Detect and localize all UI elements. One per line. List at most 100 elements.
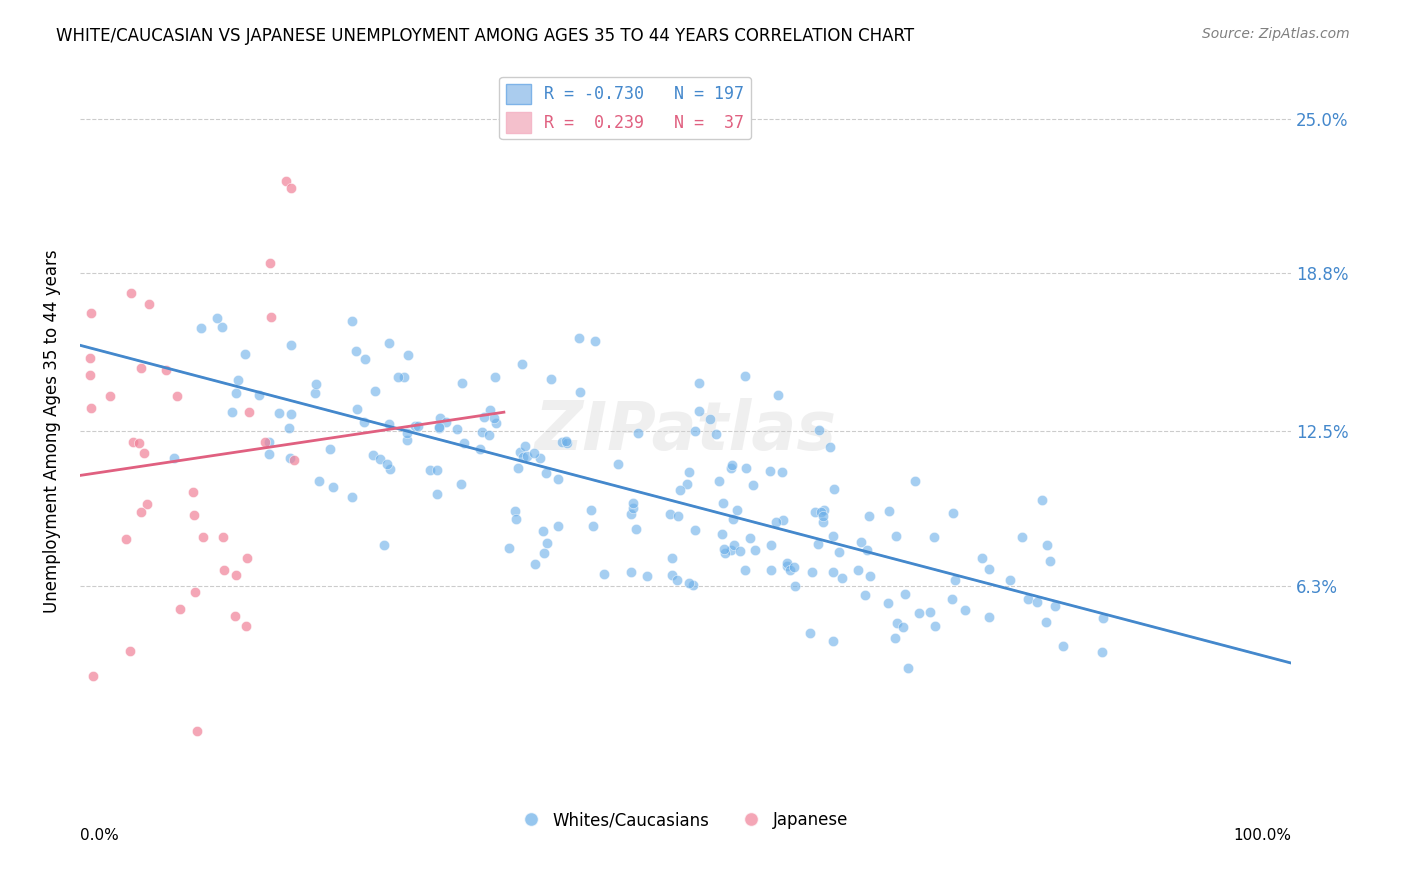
Japanese xyxy=(79,351,101,365)
Whites/Caucasians xyxy=(772,513,794,527)
Whites/Caucasians xyxy=(624,522,647,536)
Whites/Caucasians xyxy=(1036,537,1059,551)
Whites/Caucasians xyxy=(721,458,744,473)
Whites/Caucasians xyxy=(361,448,384,462)
Whites/Caucasians xyxy=(396,425,419,440)
Whites/Caucasians xyxy=(783,579,806,593)
Whites/Caucasians xyxy=(723,511,745,525)
Japanese xyxy=(120,286,142,301)
Whites/Caucasians xyxy=(221,405,243,419)
Whites/Caucasians xyxy=(979,610,1001,624)
Whites/Caucasians xyxy=(759,539,782,553)
Whites/Caucasians xyxy=(427,421,450,435)
Whites/Caucasians xyxy=(340,314,363,328)
Japanese xyxy=(212,530,235,544)
Whites/Caucasians xyxy=(278,451,301,466)
Japanese xyxy=(114,532,136,546)
Whites/Caucasians xyxy=(713,546,735,560)
Japanese xyxy=(82,668,104,682)
Whites/Caucasians xyxy=(859,569,882,583)
Whites/Caucasians xyxy=(779,563,801,577)
Japanese xyxy=(225,568,247,582)
Whites/Caucasians xyxy=(267,406,290,420)
Whites/Caucasians xyxy=(569,384,592,399)
Japanese xyxy=(135,497,157,511)
Whites/Caucasians xyxy=(508,460,530,475)
Whites/Caucasians xyxy=(211,319,233,334)
Whites/Caucasians xyxy=(904,474,927,488)
Whites/Caucasians xyxy=(720,542,742,557)
Whites/Caucasians xyxy=(533,546,555,560)
Whites/Caucasians xyxy=(505,512,527,526)
Whites/Caucasians xyxy=(661,568,683,582)
Text: WHITE/CAUCASIAN VS JAPANESE UNEMPLOYMENT AMONG AGES 35 TO 44 YEARS CORRELATION C: WHITE/CAUCASIAN VS JAPANESE UNEMPLOYMENT… xyxy=(56,27,914,45)
Whites/Caucasians xyxy=(512,450,534,464)
Whites/Caucasians xyxy=(471,425,494,439)
Whites/Caucasians xyxy=(579,502,602,516)
Whites/Caucasians xyxy=(1091,645,1114,659)
Japanese xyxy=(166,389,188,403)
Whites/Caucasians xyxy=(720,460,742,475)
Whites/Caucasians xyxy=(472,409,495,424)
Japanese xyxy=(274,174,297,188)
Whites/Caucasians xyxy=(818,440,841,454)
Whites/Caucasians xyxy=(1031,492,1053,507)
Japanese xyxy=(235,619,257,633)
Whites/Caucasians xyxy=(823,634,845,648)
Whites/Caucasians xyxy=(257,447,280,461)
Whites/Caucasians xyxy=(470,442,492,457)
Japanese xyxy=(132,446,155,460)
Whites/Caucasians xyxy=(429,411,451,425)
Text: Source: ZipAtlas.com: Source: ZipAtlas.com xyxy=(1202,27,1350,41)
Japanese xyxy=(129,505,152,519)
Whites/Caucasians xyxy=(621,496,644,510)
Japanese xyxy=(212,563,235,577)
Whites/Caucasians xyxy=(484,417,506,431)
Whites/Caucasians xyxy=(685,524,707,538)
Whites/Caucasians xyxy=(699,412,721,426)
Whites/Caucasians xyxy=(346,401,368,416)
Whites/Caucasians xyxy=(503,504,526,518)
Whites/Caucasians xyxy=(744,543,766,558)
Whites/Caucasians xyxy=(740,531,762,545)
Whites/Caucasians xyxy=(884,631,907,645)
Whites/Caucasians xyxy=(257,434,280,449)
Whites/Caucasians xyxy=(280,338,302,352)
Whites/Caucasians xyxy=(426,463,449,477)
Whites/Caucasians xyxy=(896,661,918,675)
Whites/Caucasians xyxy=(1039,554,1062,568)
Whites/Caucasians xyxy=(378,336,401,351)
Whites/Caucasians xyxy=(510,357,533,371)
Japanese xyxy=(155,363,177,377)
Whites/Caucasians xyxy=(886,616,908,631)
Whites/Caucasians xyxy=(387,370,409,384)
Japanese xyxy=(79,368,101,382)
Whites/Caucasians xyxy=(190,321,212,335)
Japanese xyxy=(184,584,207,599)
Whites/Caucasians xyxy=(523,557,546,571)
Whites/Caucasians xyxy=(783,559,806,574)
Whites/Caucasians xyxy=(666,574,689,588)
Whites/Caucasians xyxy=(725,503,748,517)
Japanese xyxy=(138,297,160,311)
Whites/Caucasians xyxy=(319,442,342,457)
Whites/Caucasians xyxy=(953,603,976,617)
Whites/Caucasians xyxy=(713,542,735,557)
Whites/Caucasians xyxy=(344,344,367,359)
Whites/Caucasians xyxy=(666,508,689,523)
Whites/Caucasians xyxy=(710,527,733,541)
Whites/Caucasians xyxy=(406,419,429,434)
Whites/Caucasians xyxy=(922,530,945,544)
Whites/Caucasians xyxy=(446,422,468,436)
Whites/Caucasians xyxy=(704,427,727,442)
Japanese xyxy=(224,608,246,623)
Whites/Caucasians xyxy=(583,334,606,348)
Whites/Caucasians xyxy=(799,626,821,640)
Whites/Caucasians xyxy=(972,550,994,565)
Text: 0.0%: 0.0% xyxy=(80,828,118,843)
Whites/Caucasians xyxy=(945,573,967,587)
Japanese xyxy=(80,306,103,320)
Whites/Caucasians xyxy=(856,542,879,557)
Whites/Caucasians xyxy=(688,376,710,390)
Japanese xyxy=(186,723,208,738)
